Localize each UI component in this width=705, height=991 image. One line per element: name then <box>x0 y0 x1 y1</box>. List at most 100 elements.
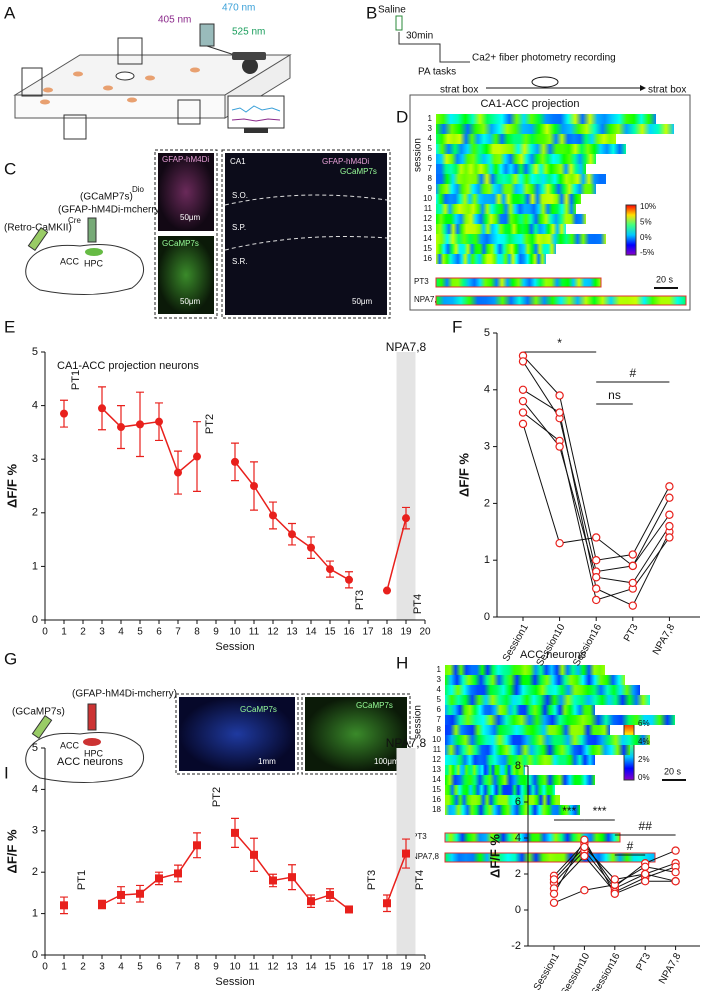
wavelength-label: 470 nm <box>222 3 255 14</box>
data-point <box>193 841 201 850</box>
x-tick-label: 19 <box>400 962 412 973</box>
row-label: 18 <box>432 805 441 814</box>
x-tick-label: 18 <box>381 962 393 973</box>
x-tick-label: 3 <box>99 627 105 638</box>
micrograph <box>305 697 407 771</box>
region-label: ACC <box>60 740 80 750</box>
y-tick-label: 3 <box>484 441 490 453</box>
x-tick-label: 2 <box>80 962 86 973</box>
heatmap-row <box>445 725 610 735</box>
region-label: HPC <box>84 748 104 758</box>
x-tick-label: 18 <box>381 627 393 638</box>
x-tick-label: 5 <box>137 627 143 638</box>
data-point <box>641 869 650 879</box>
heatmap-row <box>445 795 560 805</box>
row-label: 11 <box>433 745 442 754</box>
y-tick-label: 2 <box>32 507 38 519</box>
annotation: PT3 <box>354 590 366 610</box>
heatmap-row <box>435 277 602 288</box>
x-tick-label: NPA7,8 <box>657 951 684 986</box>
heatmap-row <box>436 204 576 214</box>
data-point <box>610 875 620 884</box>
data-point <box>269 876 277 885</box>
x-tick-label: 7 <box>175 962 181 973</box>
data-point <box>671 846 680 855</box>
scale-label: 100μm <box>374 757 399 766</box>
data-point <box>641 862 650 872</box>
saline-label: Saline <box>378 5 406 16</box>
micrograph <box>225 153 387 315</box>
row-label: 10 <box>423 194 432 203</box>
cube <box>21 67 43 97</box>
y-axis-title: ΔF/F % <box>4 829 19 873</box>
data-point <box>136 889 144 898</box>
x-tick-label: 1 <box>61 962 67 973</box>
row-label: PT3 <box>412 832 427 841</box>
data-point <box>250 482 258 490</box>
micrograph <box>158 153 214 231</box>
syringe <box>395 15 403 31</box>
x-tick-label: 8 <box>194 627 200 638</box>
colorbar-label: 4% <box>638 737 650 746</box>
virus-label: (GFAP-hM4Di-mcherry) <box>58 205 163 216</box>
heatmap-row <box>436 194 581 204</box>
heatmap-row <box>436 244 556 254</box>
data-point <box>345 905 353 914</box>
syringe <box>31 714 53 740</box>
x-tick-label: 9 <box>213 962 219 973</box>
layer-boundary <box>224 194 388 251</box>
panel-b: Saline 30min PA tasks Ca2+ fiber photome… <box>378 5 686 96</box>
region-label: ACC <box>60 256 80 266</box>
annotation: PT2 <box>211 787 223 807</box>
data-point <box>628 601 638 610</box>
data-point <box>117 890 125 899</box>
y-tick-label: 5 <box>32 742 38 754</box>
row-label: 9 <box>428 184 433 193</box>
heatmap-row <box>436 184 596 194</box>
data-point <box>518 408 528 417</box>
row-label: 15 <box>423 244 432 253</box>
cube <box>117 37 143 65</box>
row-label: 15 <box>432 785 441 794</box>
x-tick-label: 3 <box>99 962 105 973</box>
data-point <box>288 873 296 882</box>
x-tick-label: 10 <box>229 627 241 638</box>
y-tick-label: 4 <box>515 832 521 844</box>
data-point <box>518 357 528 366</box>
annotation: PT4 <box>414 870 426 890</box>
colorbar <box>625 204 637 256</box>
y-axis-title: ΔF/F % <box>456 453 471 497</box>
axis-label: session <box>413 705 424 739</box>
scale-label: 20 s <box>656 274 674 284</box>
row-label: 6 <box>428 154 433 163</box>
data-point <box>665 533 674 542</box>
row-label: 3 <box>428 124 433 133</box>
x-tick-label: 17 <box>362 627 374 638</box>
x-tick-label: 15 <box>324 962 336 973</box>
axis-label: session <box>413 138 424 172</box>
inset-box <box>175 693 299 775</box>
virus-label: (GCaMP7s) <box>12 707 65 718</box>
y-tick-label: 8 <box>515 760 521 772</box>
data-point <box>98 900 106 909</box>
image-label: GCaMP7s <box>240 705 277 714</box>
x-tick-label: 14 <box>305 962 317 973</box>
y-tick-label: 2 <box>32 866 38 878</box>
layer-label: S.O. <box>232 191 248 200</box>
heatmap-row <box>445 665 605 675</box>
syringe <box>87 703 97 731</box>
data-point <box>628 578 638 588</box>
scale-label: 50μm <box>180 297 201 306</box>
image-label: CA1 <box>230 157 246 166</box>
data-point <box>60 409 68 418</box>
row-label: 5 <box>437 695 442 704</box>
heatmap-row <box>436 144 626 154</box>
panel-h: ACC neurons session 13456781011121314151… <box>412 649 686 863</box>
annotation: PT2 <box>204 414 216 434</box>
syringe <box>27 226 49 252</box>
annotation: PT1 <box>70 370 82 390</box>
data-point <box>518 396 528 406</box>
monitor <box>227 95 285 129</box>
data-point <box>307 897 315 906</box>
panel-letter: E <box>4 317 15 336</box>
